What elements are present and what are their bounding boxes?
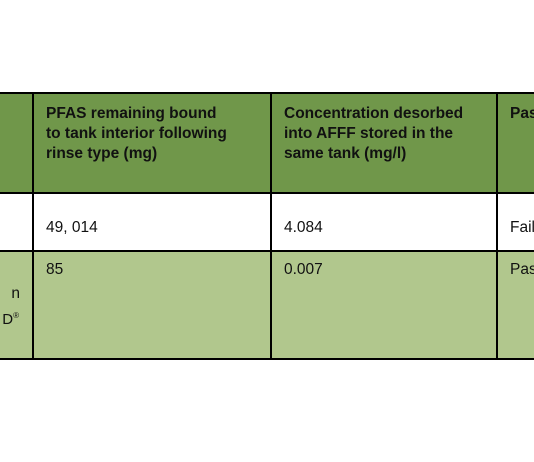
pfas-table-container: PFAS remaining bound to tank interior fo… — [0, 92, 534, 360]
header-cell-concentration: Concentration desorbed into AFFF stored … — [270, 92, 498, 194]
row2-result-value: Pas — [510, 261, 534, 278]
row1-rinse-cell — [0, 192, 34, 252]
header-cell-pfas-remaining: PFAS remaining bound to tank interior fo… — [32, 92, 272, 194]
row1-pfas-cell: 49, 014 — [32, 192, 272, 252]
table-row: 49, 014 4.084 Fail — [0, 192, 534, 252]
row2-rinse-line1: n — [11, 285, 20, 302]
table-row: n D® 85 0.007 Pas — [0, 250, 534, 360]
row2-rinse-line2: D® — [2, 306, 19, 330]
row1-concentration-cell: 4.084 — [270, 192, 498, 252]
row2-pfas-value: 85 — [46, 261, 64, 278]
registered-mark: ® — [13, 311, 19, 320]
row2-concentration-value: 0.007 — [284, 261, 323, 278]
row2-rinse-text: n D® — [2, 260, 22, 358]
row1-pfas-value: 49, 014 — [46, 219, 98, 236]
row1-concentration-value: 4.084 — [284, 219, 323, 236]
header-pass-fail-label: Pas Fail Thr — [510, 105, 534, 122]
header-cell-pass-fail: Pas Fail Thr — [496, 92, 534, 194]
pfas-results-table: PFAS remaining bound to tank interior fo… — [0, 92, 534, 360]
header-cell-rinse-type — [0, 92, 34, 194]
header-pfas-remaining-label: PFAS remaining bound to tank interior fo… — [46, 105, 227, 162]
header-concentration-label: Concentration desorbed into AFFF stored … — [284, 105, 464, 162]
row2-result-cell: Pas — [496, 250, 534, 360]
row2-rinse-line2-text: D — [2, 311, 14, 328]
row2-rinse-cell: n D® — [0, 250, 34, 360]
row2-concentration-cell: 0.007 — [270, 250, 498, 360]
row1-result-value: Fail — [510, 219, 534, 236]
row2-pfas-cell: 85 — [32, 250, 272, 360]
row1-result-cell: Fail — [496, 192, 534, 252]
table-header-row: PFAS remaining bound to tank interior fo… — [0, 92, 534, 194]
